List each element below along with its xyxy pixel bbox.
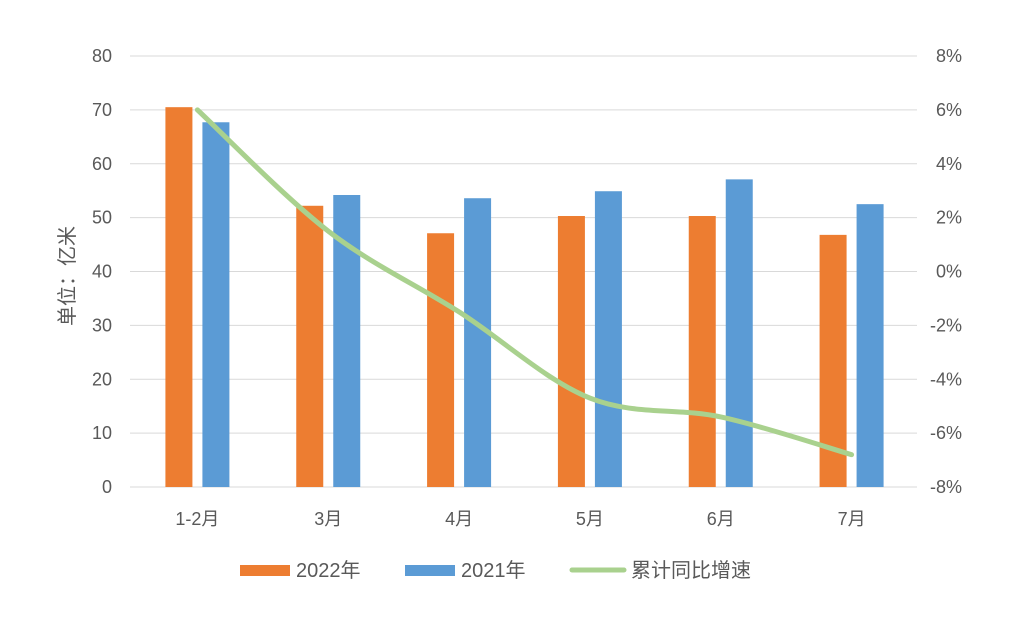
- y-tick-label: 30: [92, 315, 112, 335]
- gridlines: [130, 55, 917, 488]
- x-tick-label: 4月: [445, 509, 473, 529]
- y2-tick-label: 8%: [936, 46, 962, 66]
- bar-series-1-category-2: [296, 205, 324, 487]
- left-axis-tick-labels: 0 10 20 30 40 50 60 70 80: [92, 46, 112, 497]
- legend-swatch-series-2: [405, 565, 455, 576]
- y-tick-label: 80: [92, 46, 112, 66]
- x-tick-label: 3月: [314, 509, 342, 529]
- bars-group: [165, 107, 884, 488]
- legend-item-series-1: 2022年: [240, 559, 361, 582]
- x-tick-label: 6月: [707, 509, 735, 529]
- y2-tick-label: 0%: [936, 262, 962, 282]
- y-tick-label: 40: [92, 262, 112, 282]
- bar-series-2-category-1: [202, 122, 230, 488]
- y-tick-label: 60: [92, 154, 112, 174]
- y2-tick-label: -8%: [930, 477, 962, 497]
- bar-series-2-category-3: [464, 198, 492, 488]
- line-series-group: [194, 107, 855, 458]
- bar-series-1-category-3: [427, 233, 455, 487]
- y2-tick-label: -2%: [930, 315, 962, 335]
- x-tick-label: 7月: [838, 509, 866, 529]
- category-axis-tick-labels: 1-2月 3月 4月 5月 6月 7月: [175, 509, 865, 529]
- legend-label-series-3: 累计同比增速: [631, 559, 751, 582]
- y2-tick-label: -4%: [930, 369, 962, 389]
- y2-tick-label: 2%: [936, 208, 962, 228]
- y-axis-title: 单位：亿米: [56, 226, 79, 326]
- y-tick-label: 0: [102, 477, 112, 497]
- right-axis-tick-labels: -8% -6% -4% -2% 0% 2% 4% 6% 8%: [930, 46, 962, 497]
- y2-tick-label: 4%: [936, 154, 962, 174]
- y2-tick-label: 6%: [936, 100, 962, 120]
- legend-item-series-2: 2021年: [405, 559, 526, 582]
- y-tick-label: 50: [92, 208, 112, 228]
- x-tick-label: 5月: [576, 509, 604, 529]
- y-tick-label: 10: [92, 423, 112, 443]
- bar-series-1-category-1: [165, 107, 193, 488]
- cumulative-growth-line: [194, 107, 855, 458]
- bar-series-1-category-4: [557, 216, 585, 488]
- legend-label-series-1: 2022年: [296, 559, 361, 582]
- bar-series-1-category-5: [688, 216, 716, 488]
- bar-series-2-category-6: [856, 204, 884, 487]
- bar-series-2-category-5: [725, 179, 753, 487]
- legend-swatch-series-1: [240, 565, 290, 576]
- legend-item-series-3: 累计同比增速: [569, 559, 751, 582]
- y2-tick-label: -6%: [930, 423, 962, 443]
- bar-series-2-category-4: [594, 191, 622, 487]
- y-tick-label: 20: [92, 369, 112, 389]
- legend: 2022年 2021年 累计同比增速: [240, 559, 751, 582]
- y-tick-label: 70: [92, 100, 112, 120]
- legend-label-series-2: 2021年: [461, 559, 526, 582]
- x-tick-label: 1-2月: [175, 509, 219, 529]
